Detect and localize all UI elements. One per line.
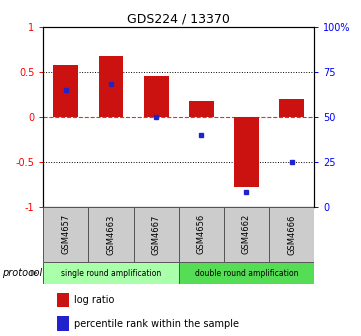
Bar (88, 207, 134, 262)
Text: double round amplification: double round amplification (195, 268, 298, 278)
Text: GSM4656: GSM4656 (197, 214, 206, 254)
Bar (234, 117, 259, 187)
Bar (144, 76, 169, 117)
Bar (279, 99, 304, 117)
Text: GSM4657: GSM4657 (61, 214, 70, 254)
Bar (269, 207, 314, 262)
Bar (179, 207, 224, 262)
Text: GSM4666: GSM4666 (287, 214, 296, 255)
Bar (134, 207, 179, 262)
Bar (53, 65, 78, 117)
Text: protocol: protocol (2, 268, 42, 278)
Text: GSM4667: GSM4667 (152, 214, 161, 255)
Bar (224, 207, 269, 262)
Bar (43, 262, 179, 284)
Bar (43, 207, 88, 262)
Text: GSM4663: GSM4663 (106, 214, 116, 255)
Bar (99, 56, 123, 117)
Bar (189, 100, 214, 117)
Bar (179, 262, 314, 284)
Bar (57, 293, 69, 307)
Bar (57, 316, 69, 331)
Text: GSM4662: GSM4662 (242, 214, 251, 254)
Title: GDS224 / 13370: GDS224 / 13370 (127, 13, 230, 26)
Text: percentile rank within the sample: percentile rank within the sample (74, 319, 239, 329)
Text: single round amplification: single round amplification (61, 268, 161, 278)
Text: log ratio: log ratio (74, 295, 115, 305)
